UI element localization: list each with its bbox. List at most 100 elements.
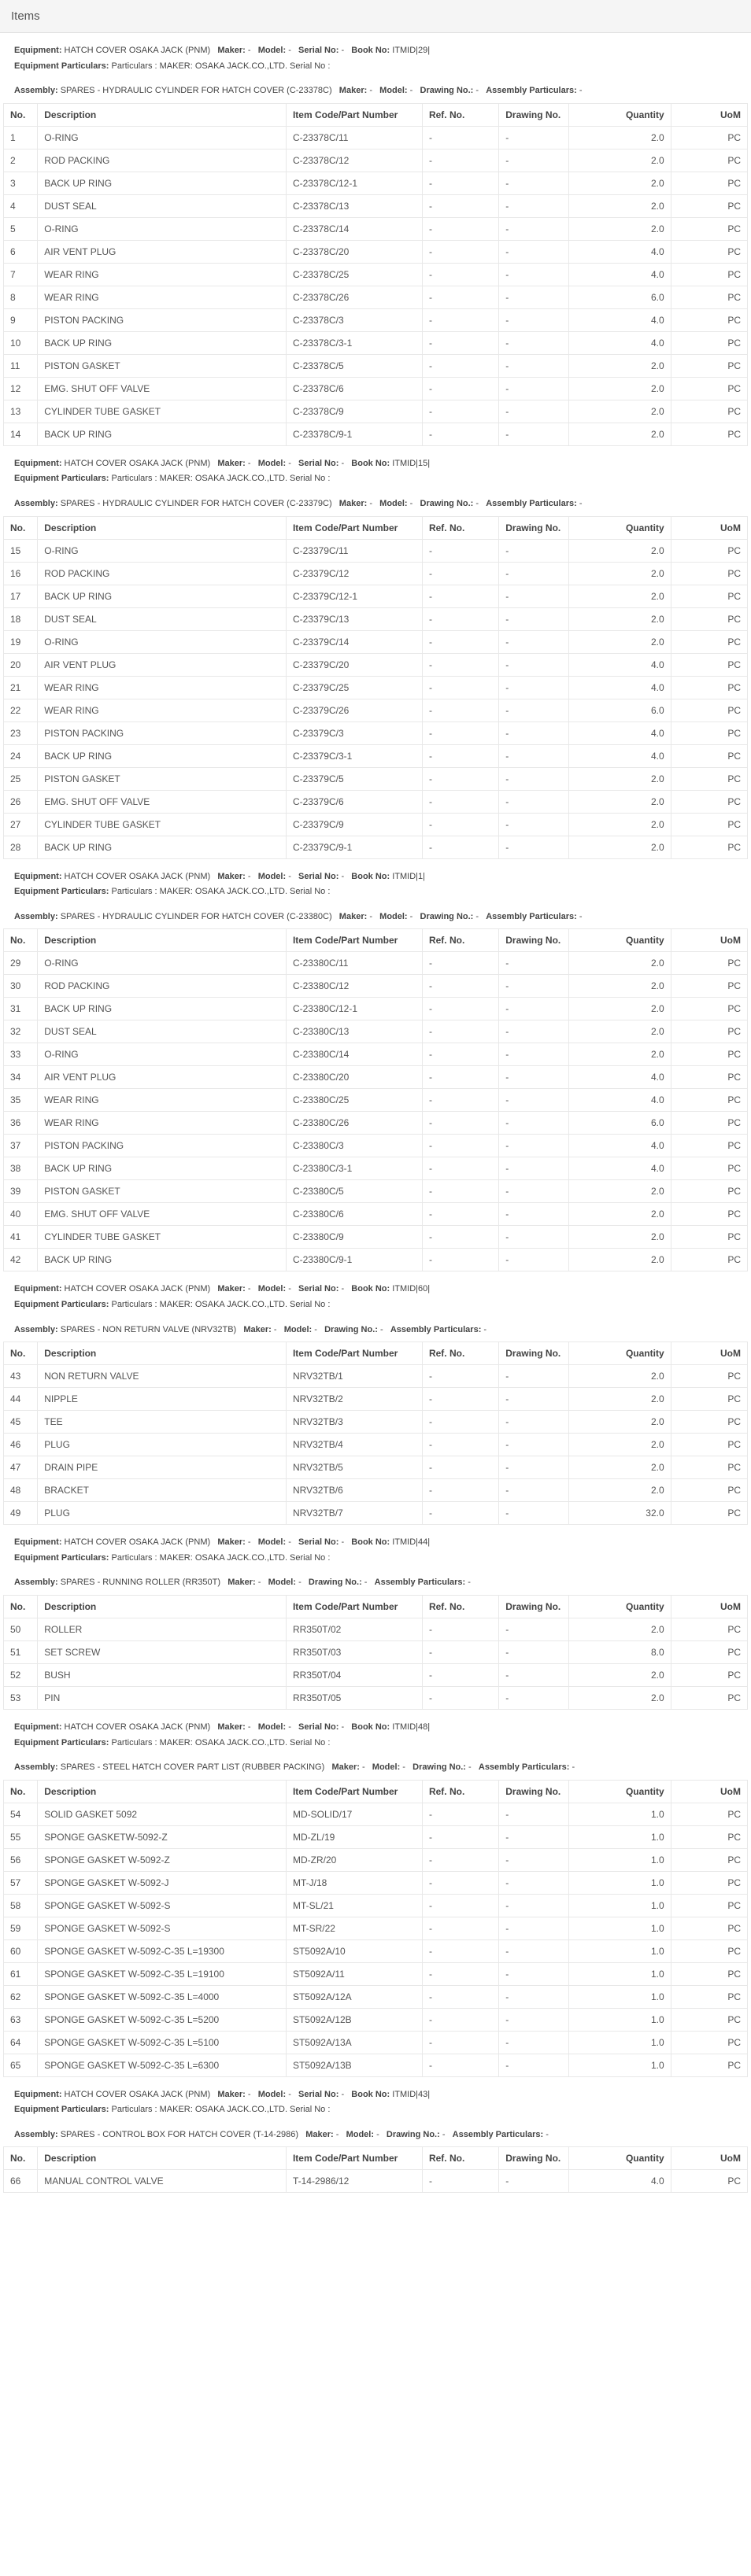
cell-uom: PC	[671, 562, 747, 585]
cell-uom: PC	[671, 1917, 747, 1939]
assembly-line: Assembly: SPARES - NON RETURN VALVE (NRV…	[14, 1323, 737, 1338]
cell-item-code: C-23379C/9-1	[286, 836, 422, 858]
cell-description: BACK UP RING	[38, 331, 287, 354]
cell-no: 15	[4, 539, 38, 562]
header-drawing-no: Drawing No.	[499, 103, 569, 126]
cell-no: 40	[4, 1203, 38, 1226]
cell-description: TEE	[38, 1411, 287, 1434]
cell-ref-no: -	[422, 699, 498, 722]
cell-no: 1	[4, 126, 38, 149]
cell-drawing-no: -	[499, 286, 569, 308]
cell-quantity: 2.0	[568, 400, 671, 423]
cell-description: SPONGE GASKET W-5092-C-35 L=6300	[38, 2054, 287, 2076]
table-header-row: No.DescriptionItem Code/Part NumberRef. …	[4, 1780, 748, 1803]
cell-drawing-no: -	[499, 630, 569, 653]
cell-uom: PC	[671, 1894, 747, 1917]
table-row: 45TEENRV32TB/3--2.0PC	[4, 1411, 748, 1434]
cell-description: SPONGE GASKET W-5092-S	[38, 1917, 287, 1939]
cell-description: NIPPLE	[38, 1388, 287, 1411]
cell-description: ROLLER	[38, 1618, 287, 1640]
cell-drawing-no: -	[499, 790, 569, 813]
header-quantity: Quantity	[568, 516, 671, 539]
cell-item-code: C-23379C/14	[286, 630, 422, 653]
cell-uom: PC	[671, 1686, 747, 1709]
cell-description: SPONGE GASKET W-5092-Z	[38, 1848, 287, 1871]
cell-item-code: RR350T/02	[286, 1618, 422, 1640]
cell-description: O-RING	[38, 126, 287, 149]
cell-item-code: C-23380C/9-1	[286, 1249, 422, 1271]
cell-drawing-no: -	[499, 699, 569, 722]
cell-drawing-no: -	[499, 585, 569, 607]
header-description: Description	[38, 1342, 287, 1365]
cell-description: PISTON PACKING	[38, 722, 287, 744]
cell-uom: PC	[671, 172, 747, 194]
table-row: 15O-RINGC-23379C/11--2.0PC	[4, 539, 748, 562]
items-table: No.DescriptionItem Code/Part NumberRef. …	[3, 1342, 748, 1525]
cell-quantity: 1.0	[568, 1871, 671, 1894]
cell-item-code: ST5092A/11	[286, 1962, 422, 1985]
cell-item-code: C-23378C/25	[286, 263, 422, 286]
particulars-line: Equipment Particulars: Particulars : MAK…	[14, 1736, 737, 1751]
cell-ref-no: -	[422, 377, 498, 400]
cell-quantity: 2.0	[568, 1226, 671, 1249]
cell-description: AIR VENT PLUG	[38, 653, 287, 676]
header-description: Description	[38, 1780, 287, 1803]
cell-uom: PC	[671, 1020, 747, 1043]
cell-drawing-no: -	[499, 126, 569, 149]
cell-quantity: 2.0	[568, 767, 671, 790]
cell-no: 17	[4, 585, 38, 607]
cell-uom: PC	[671, 1985, 747, 2008]
cell-no: 38	[4, 1157, 38, 1180]
cell-quantity: 4.0	[568, 744, 671, 767]
cell-ref-no: -	[422, 286, 498, 308]
cell-item-code: T-14-2986/12	[286, 2170, 422, 2193]
header-uom: UoM	[671, 2147, 747, 2170]
cell-no: 5	[4, 217, 38, 240]
cell-uom: PC	[671, 1640, 747, 1663]
cell-quantity: 2.0	[568, 562, 671, 585]
cell-quantity: 2.0	[568, 813, 671, 836]
cell-drawing-no: -	[499, 1203, 569, 1226]
cell-description: BACK UP RING	[38, 744, 287, 767]
cell-no: 55	[4, 1825, 38, 1848]
table-header-row: No.DescriptionItem Code/Part NumberRef. …	[4, 1342, 748, 1365]
table-row: 40EMG. SHUT OFF VALVEC-23380C/6--2.0PC	[4, 1203, 748, 1226]
cell-uom: PC	[671, 2170, 747, 2193]
group-meta: Equipment: HATCH COVER OSAKA JACK (PNM) …	[0, 1271, 751, 1342]
cell-ref-no: -	[422, 240, 498, 263]
cell-description: PISTON GASKET	[38, 767, 287, 790]
cell-quantity: 6.0	[568, 286, 671, 308]
cell-ref-no: -	[422, 1089, 498, 1112]
cell-ref-no: -	[422, 1917, 498, 1939]
cell-description: SPONGE GASKET W-5092-C-35 L=4000	[38, 1985, 287, 2008]
cell-uom: PC	[671, 1043, 747, 1066]
cell-drawing-no: -	[499, 998, 569, 1020]
cell-quantity: 2.0	[568, 1479, 671, 1502]
cell-ref-no: -	[422, 607, 498, 630]
cell-item-code: ST5092A/12B	[286, 2008, 422, 2031]
header-uom: UoM	[671, 516, 747, 539]
cell-description: EMG. SHUT OFF VALVE	[38, 1203, 287, 1226]
cell-ref-no: -	[422, 836, 498, 858]
table-row: 1O-RINGC-23378C/11--2.0PC	[4, 126, 748, 149]
cell-ref-no: -	[422, 744, 498, 767]
cell-uom: PC	[671, 975, 747, 998]
cell-quantity: 2.0	[568, 539, 671, 562]
cell-item-code: C-23378C/5	[286, 354, 422, 377]
cell-uom: PC	[671, 767, 747, 790]
cell-quantity: 2.0	[568, 1249, 671, 1271]
table-row: 64SPONGE GASKET W-5092-C-35 L=5100ST5092…	[4, 2031, 748, 2054]
cell-quantity: 2.0	[568, 975, 671, 998]
cell-drawing-no: -	[499, 1962, 569, 1985]
table-row: 26EMG. SHUT OFF VALVEC-23379C/6--2.0PC	[4, 790, 748, 813]
cell-drawing-no: -	[499, 1157, 569, 1180]
cell-quantity: 2.0	[568, 126, 671, 149]
cell-description: PISTON GASKET	[38, 1180, 287, 1203]
cell-uom: PC	[671, 1825, 747, 1848]
cell-drawing-no: -	[499, 767, 569, 790]
header-no: No.	[4, 1595, 38, 1618]
cell-ref-no: -	[422, 423, 498, 445]
cell-quantity: 2.0	[568, 1434, 671, 1456]
cell-item-code: MT-SL/21	[286, 1894, 422, 1917]
cell-ref-no: -	[422, 630, 498, 653]
